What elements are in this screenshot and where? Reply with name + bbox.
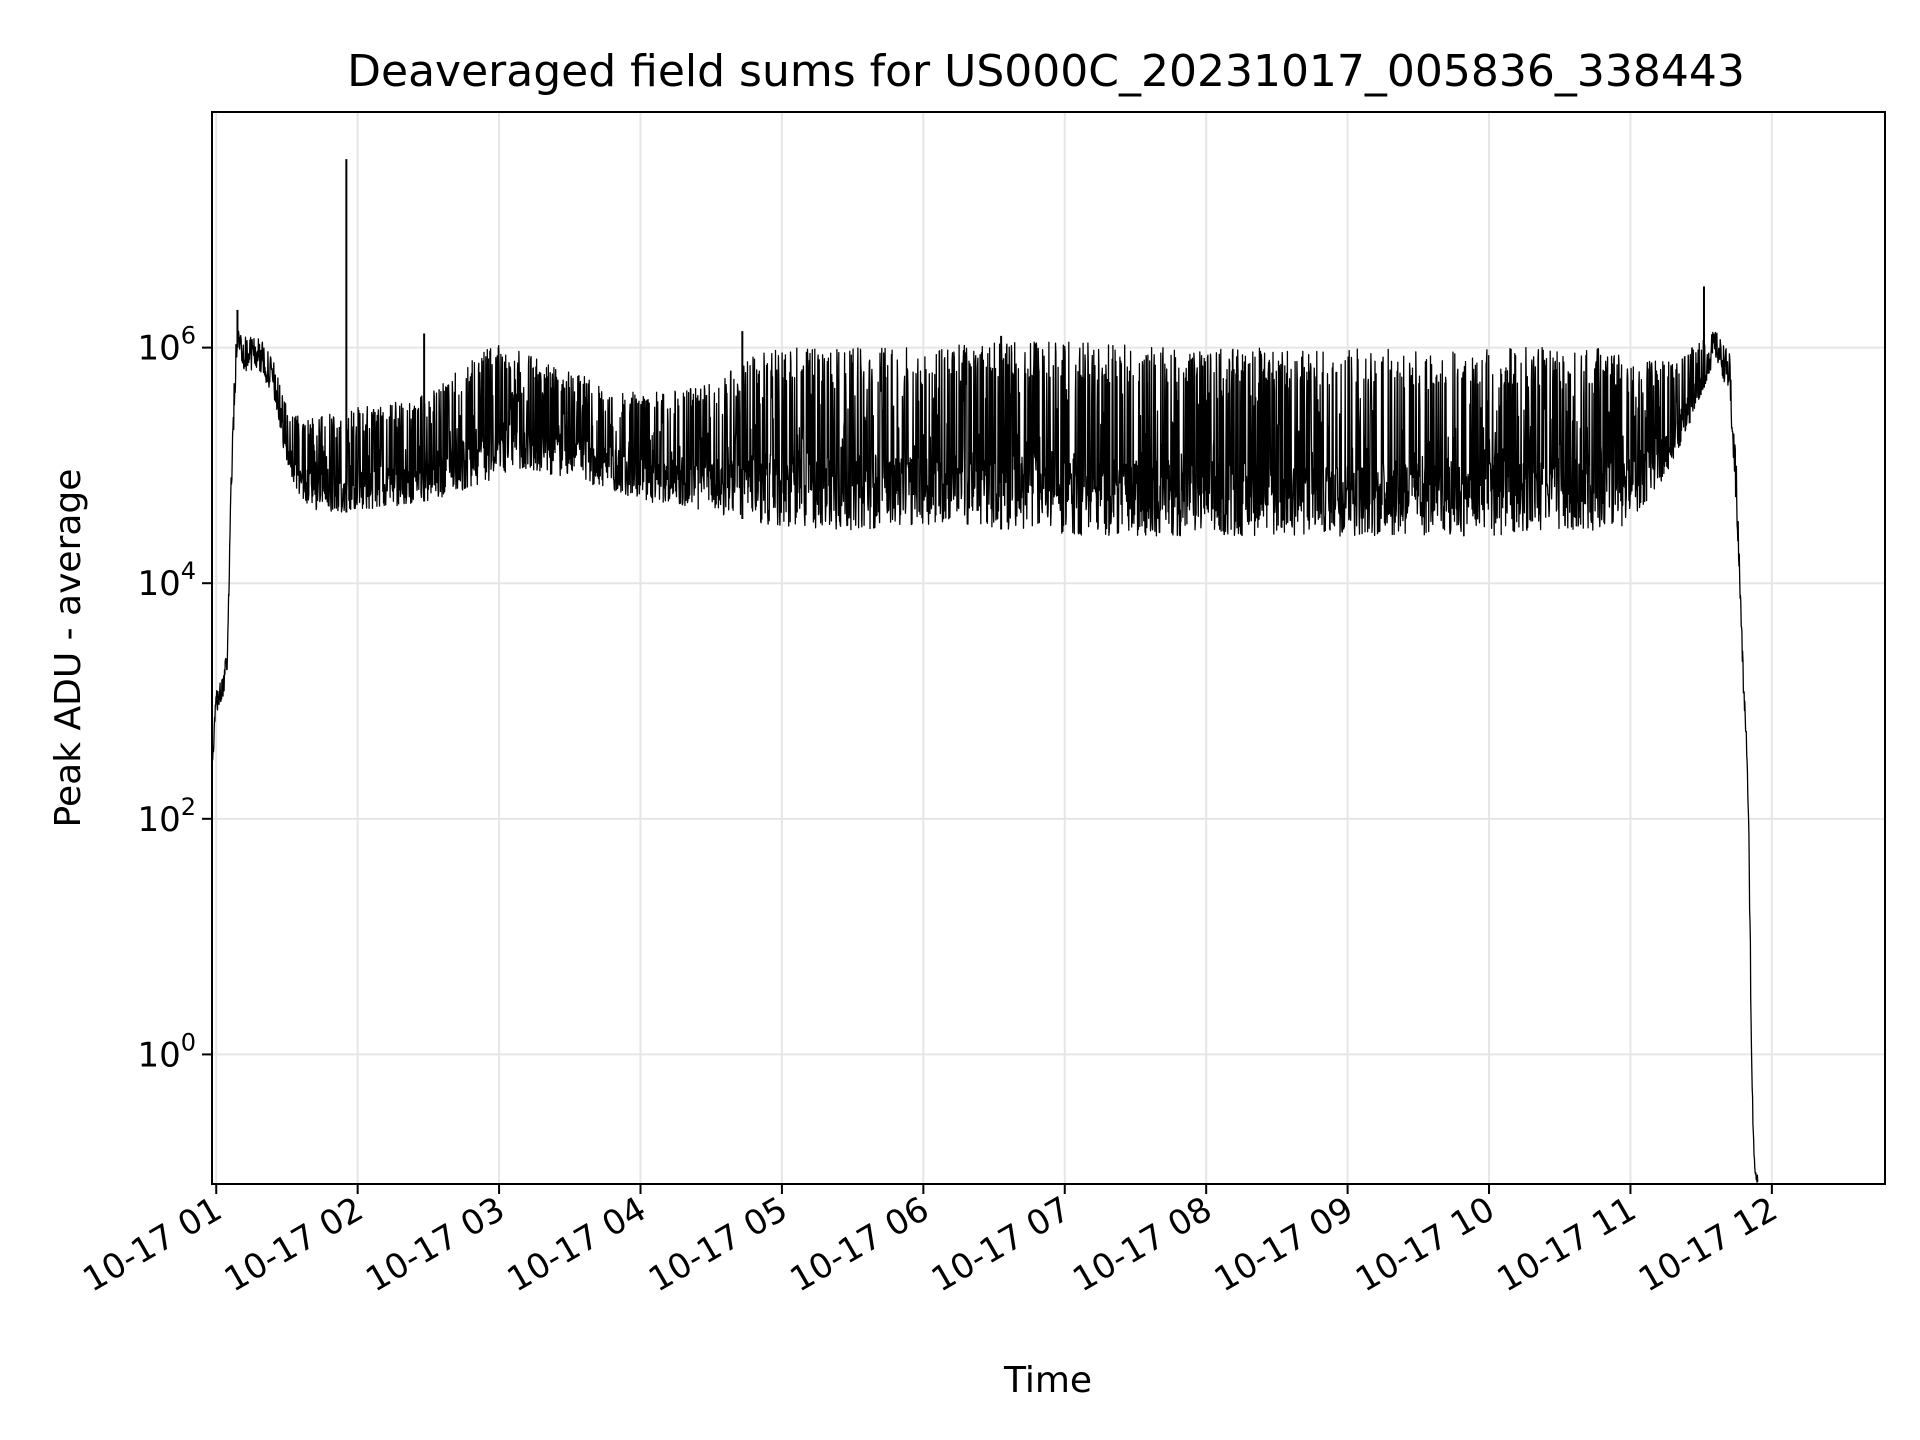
- grid: [212, 112, 1885, 1184]
- x-tick-label: 10-17 12: [1632, 1189, 1784, 1300]
- x-tick-label: 10-17 08: [1066, 1189, 1218, 1300]
- x-tick-label: 10-17 10: [1349, 1189, 1501, 1300]
- x-tick-label: 10-17 02: [218, 1189, 370, 1300]
- x-axis-label: Time: [1003, 1360, 1092, 1401]
- chart-title: Deaveraged field sums for US000C_2023101…: [347, 46, 1745, 97]
- y-axis: 100 102 104 106: [137, 322, 212, 1075]
- y-tick-label: 100: [137, 1028, 196, 1075]
- x-tick-label: 10-17 11: [1491, 1189, 1643, 1300]
- plot-frame: [211, 111, 1886, 1185]
- x-tick-label: 10-17 05: [642, 1189, 794, 1300]
- y-tick-label: 102: [137, 793, 196, 840]
- x-tick-label: 10-17 06: [783, 1189, 935, 1300]
- x-tick-label: 10-17 03: [359, 1189, 511, 1300]
- y-axis-label: Peak ADU - average: [48, 469, 89, 828]
- x-tick-label: 10-17 01: [76, 1189, 228, 1300]
- x-tick-label: 10-17 04: [501, 1189, 653, 1300]
- x-tick-label: 10-17 07: [925, 1189, 1077, 1300]
- y-tick-label: 106: [137, 322, 196, 369]
- data-series: [211, 159, 1759, 1183]
- y-tick-label: 104: [137, 557, 196, 604]
- series-line: [211, 329, 1759, 1183]
- x-tick-label: 10-17 09: [1208, 1189, 1360, 1300]
